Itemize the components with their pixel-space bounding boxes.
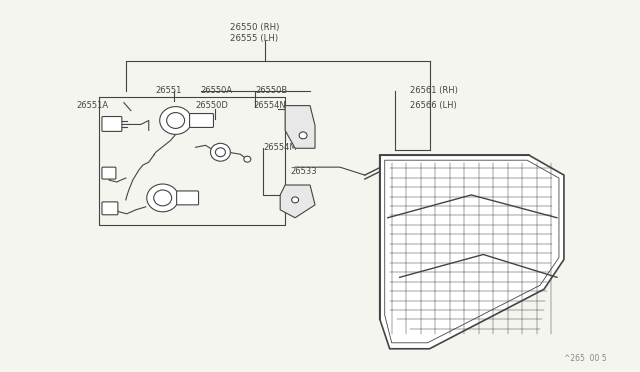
- Polygon shape: [380, 155, 564, 349]
- Polygon shape: [285, 106, 315, 148]
- Text: 26550B: 26550B: [255, 86, 287, 95]
- Text: 26550A: 26550A: [200, 86, 233, 95]
- Text: 26555 (LH): 26555 (LH): [230, 34, 278, 43]
- Text: 26561 (RH): 26561 (RH): [410, 86, 458, 95]
- Text: ^265  00 5: ^265 00 5: [564, 354, 607, 363]
- Ellipse shape: [244, 156, 251, 162]
- Text: 26550 (RH): 26550 (RH): [230, 23, 280, 32]
- Text: 26554M: 26554M: [263, 143, 297, 152]
- FancyBboxPatch shape: [102, 167, 116, 179]
- Polygon shape: [280, 185, 315, 218]
- FancyBboxPatch shape: [102, 116, 122, 131]
- Ellipse shape: [211, 143, 230, 161]
- Ellipse shape: [299, 132, 307, 139]
- Ellipse shape: [216, 148, 225, 157]
- Ellipse shape: [292, 197, 299, 203]
- Ellipse shape: [154, 190, 172, 206]
- Text: 26550D: 26550D: [196, 101, 228, 110]
- FancyBboxPatch shape: [177, 191, 198, 205]
- Ellipse shape: [147, 184, 179, 212]
- Text: 26566 (LH): 26566 (LH): [410, 101, 456, 110]
- Text: 26533: 26533: [290, 167, 317, 176]
- FancyBboxPatch shape: [102, 202, 118, 215]
- FancyBboxPatch shape: [189, 113, 214, 128]
- Ellipse shape: [166, 113, 184, 128]
- Ellipse shape: [160, 107, 191, 134]
- Text: 26551: 26551: [156, 86, 182, 95]
- Text: 26554N: 26554N: [253, 101, 286, 110]
- Text: 26551A: 26551A: [76, 101, 108, 110]
